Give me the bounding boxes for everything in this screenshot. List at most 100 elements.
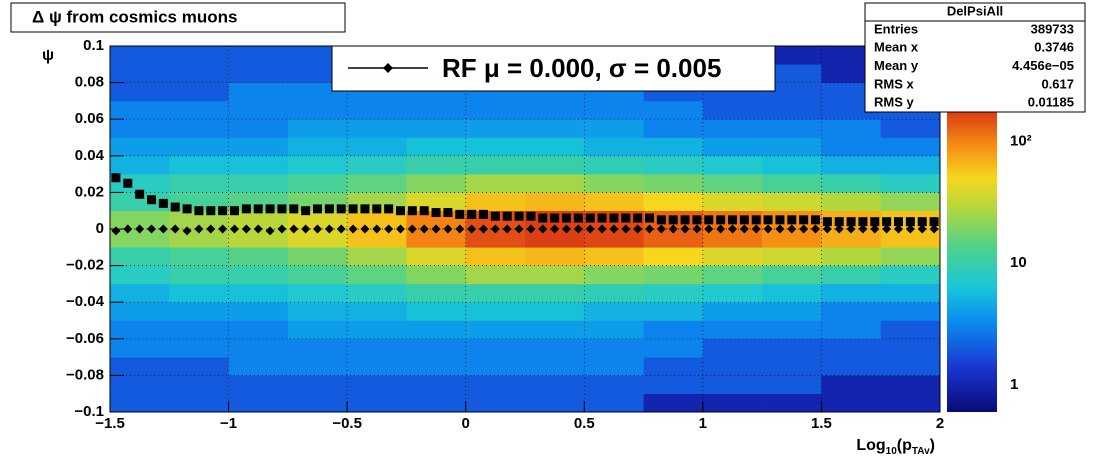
diamond-marker bbox=[917, 224, 927, 234]
heat-cell bbox=[110, 393, 170, 413]
diamond-marker bbox=[573, 224, 583, 234]
square-marker bbox=[241, 204, 251, 214]
diamond-marker bbox=[633, 224, 643, 234]
heat-cell bbox=[228, 265, 289, 285]
square-marker bbox=[147, 195, 156, 205]
diamond-marker bbox=[894, 224, 903, 234]
diamond-marker bbox=[739, 224, 749, 234]
heat-cell bbox=[110, 375, 170, 394]
diamond-marker bbox=[656, 224, 666, 234]
diamond-marker bbox=[787, 224, 797, 234]
heat-cell bbox=[821, 357, 882, 376]
heat-cell bbox=[287, 338, 348, 358]
heat-cell bbox=[287, 375, 348, 394]
heat-cell bbox=[169, 82, 229, 102]
diamond-marker bbox=[751, 224, 761, 234]
square-marker bbox=[277, 204, 287, 214]
x-tick-label: 0 bbox=[462, 415, 470, 432]
heat-cell bbox=[287, 265, 348, 285]
square-marker bbox=[739, 215, 749, 225]
heat-cell bbox=[465, 137, 526, 157]
diamond-marker bbox=[597, 224, 607, 234]
heat-cell bbox=[347, 155, 407, 175]
heat-cell bbox=[110, 155, 170, 175]
heat-cell bbox=[762, 82, 822, 102]
heat-cell bbox=[228, 375, 289, 394]
square-marker bbox=[811, 215, 820, 225]
heat-cell bbox=[169, 100, 229, 120]
heat-cell bbox=[228, 64, 289, 83]
square-marker bbox=[490, 211, 500, 221]
square-marker bbox=[728, 215, 737, 225]
heat-cell bbox=[169, 393, 229, 413]
heat-cell bbox=[169, 338, 229, 358]
heat-cell bbox=[762, 174, 822, 193]
heat-cell bbox=[584, 375, 644, 394]
y-tick-label: 0.06 bbox=[75, 110, 104, 127]
heat-cell bbox=[287, 247, 348, 266]
heat-cell bbox=[287, 155, 348, 175]
heat-cell bbox=[821, 375, 882, 394]
diamond-marker bbox=[882, 224, 892, 234]
square-marker bbox=[751, 215, 761, 225]
heat-cell bbox=[643, 320, 704, 340]
diamond-marker bbox=[135, 224, 145, 234]
heat-cell bbox=[228, 283, 289, 303]
stats-box: DelPsiAll Entries 389733 Mean x 0.3746 Mean … bbox=[864, 2, 1086, 113]
square-marker bbox=[822, 217, 832, 227]
square-marker bbox=[407, 206, 417, 216]
diamond-marker bbox=[526, 224, 536, 234]
y-tick-label: −0.1 bbox=[74, 403, 104, 420]
heat-cell bbox=[702, 119, 763, 138]
chart-title: Δ ψ from cosmics muons bbox=[32, 7, 237, 26]
diamond-marker bbox=[716, 224, 726, 234]
heat-cell bbox=[762, 137, 822, 157]
square-marker bbox=[170, 202, 180, 212]
legend-label: RF μ = 0.000, σ = 0.005 bbox=[442, 53, 721, 83]
heat-cell bbox=[347, 229, 407, 248]
heat-cell bbox=[406, 137, 467, 157]
x-tick-label: −0.5 bbox=[332, 415, 362, 432]
heat-cell bbox=[525, 265, 585, 285]
heat-cell bbox=[406, 302, 467, 321]
heat-cell bbox=[347, 357, 407, 376]
diamond-marker bbox=[111, 226, 121, 236]
heat-cell bbox=[287, 393, 348, 413]
diamond-marker bbox=[645, 224, 654, 234]
square-marker bbox=[633, 213, 643, 223]
x-tick-label: −1 bbox=[220, 415, 237, 432]
heat-cell bbox=[702, 320, 763, 340]
square-marker bbox=[253, 204, 263, 214]
heat-cell bbox=[465, 283, 526, 303]
heat-cell bbox=[584, 283, 644, 303]
heat-cell bbox=[347, 265, 407, 285]
heat-cell bbox=[406, 155, 467, 175]
diamond-marker bbox=[253, 224, 263, 234]
diamond-marker bbox=[846, 224, 856, 234]
y-tick-label: −0.08 bbox=[66, 366, 104, 383]
heat-cell bbox=[287, 357, 348, 376]
heat-cell bbox=[525, 192, 585, 211]
diamond-marker bbox=[443, 224, 453, 234]
square-marker bbox=[680, 215, 690, 225]
heat-cell bbox=[465, 155, 526, 175]
heat-cell bbox=[643, 155, 704, 175]
heat-cell bbox=[406, 119, 467, 138]
diamond-marker bbox=[929, 224, 939, 234]
heat-cell bbox=[702, 357, 763, 376]
color-bar bbox=[947, 112, 997, 412]
square-marker bbox=[597, 213, 607, 223]
diamond-marker bbox=[502, 224, 512, 234]
heat-cell bbox=[406, 100, 467, 120]
heat-cell bbox=[347, 210, 407, 230]
heat-cell bbox=[821, 155, 882, 175]
heat-cell bbox=[821, 283, 882, 303]
heat-cell bbox=[584, 174, 644, 193]
heat-cell bbox=[287, 119, 348, 138]
diamond-marker bbox=[277, 224, 287, 234]
heat-cell bbox=[228, 100, 289, 120]
heat-cell bbox=[110, 338, 170, 358]
heat-cell bbox=[643, 375, 704, 394]
diamond-marker bbox=[407, 224, 417, 234]
diamond-marker bbox=[218, 224, 228, 234]
